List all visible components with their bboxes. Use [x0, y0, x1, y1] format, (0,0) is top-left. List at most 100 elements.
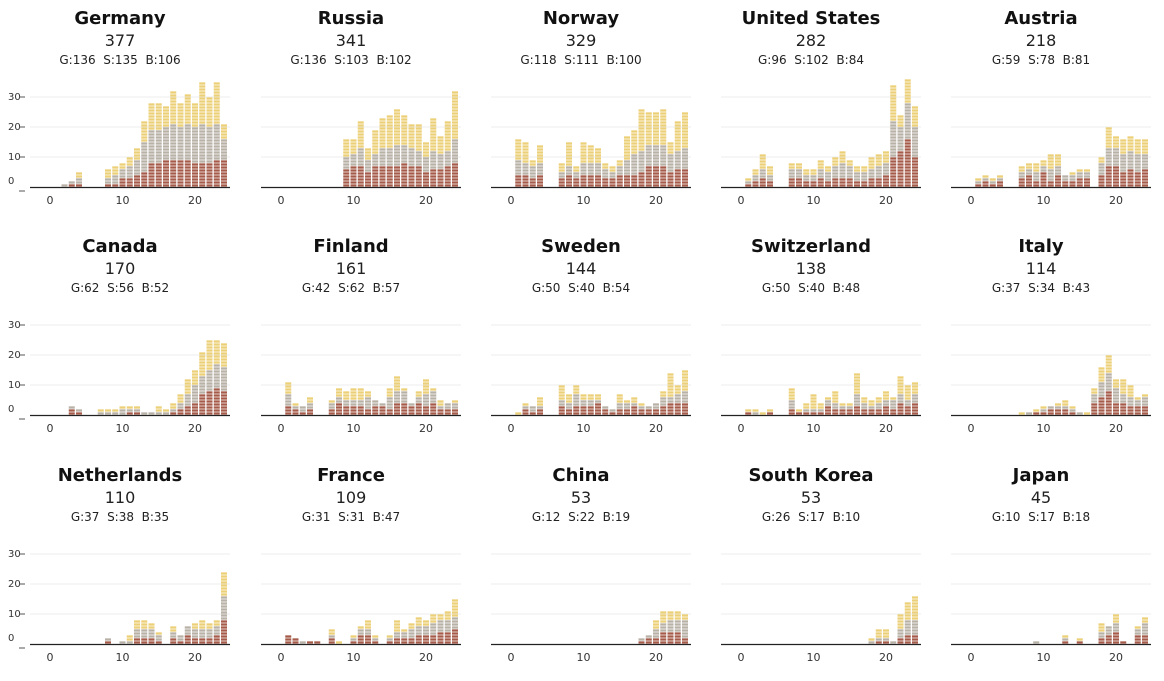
medal-segment-S	[631, 157, 638, 160]
medal-segment-B	[854, 181, 860, 184]
medal-segment-B	[1127, 184, 1134, 187]
medal-segment-G	[163, 115, 169, 118]
medal-segment-G	[759, 160, 766, 163]
medal-segment-G	[184, 94, 191, 97]
medal-segment-G	[897, 379, 904, 382]
medal-segment-S	[148, 133, 155, 136]
medal-segment-G	[682, 139, 688, 142]
medal-segment-G	[515, 154, 522, 157]
medal-segment-G	[912, 617, 918, 620]
medal-segment-G	[444, 148, 451, 151]
medal-segment-G	[653, 133, 659, 136]
medal-segment-G	[631, 151, 638, 154]
medal-segment-B	[653, 175, 659, 178]
medal-segment-S	[875, 172, 882, 175]
medal-segment-G	[408, 127, 415, 130]
medal-segment-S	[452, 160, 458, 163]
medal-segment-B	[573, 184, 580, 187]
medal-segment-S	[1113, 629, 1119, 632]
medal-segment-B	[1142, 181, 1148, 184]
medal-segment-G	[912, 124, 918, 127]
medal-segment-B	[126, 181, 133, 184]
medal-segment-S	[1113, 154, 1119, 157]
medal-segment-B	[401, 175, 408, 178]
medal-segment-B	[221, 172, 227, 175]
medal-segment-B	[883, 406, 889, 409]
medal-segment-B	[401, 409, 408, 412]
medal-segment-G	[1040, 163, 1047, 166]
medal-segment-B	[148, 181, 155, 184]
medal-segment-B	[868, 178, 875, 181]
medal-segment-G	[386, 394, 393, 397]
medal-segment-G	[430, 620, 437, 623]
medal-segment-B	[76, 184, 82, 187]
medal-segment-G	[875, 629, 882, 632]
medal-segment-B	[379, 409, 386, 412]
medal-segment-G	[883, 629, 889, 632]
medal-segment-S	[904, 109, 911, 112]
medal-segment-G	[1120, 385, 1127, 388]
medal-segment-S	[667, 629, 674, 632]
medal-segment-G	[854, 388, 860, 391]
medal-segment-B	[1113, 166, 1119, 169]
medal-segment-G	[386, 124, 393, 127]
medal-segment-B	[1091, 403, 1098, 406]
medal-segment-B	[148, 169, 155, 172]
medal-segment-B	[192, 406, 198, 409]
medal-segment-B	[148, 641, 155, 644]
medal-segment-B	[875, 412, 882, 415]
medal-segment-B	[515, 175, 522, 178]
medal-segment-B	[221, 641, 227, 644]
medal-segment-S	[444, 629, 451, 632]
medal-segment-G	[357, 136, 364, 139]
medal-segment-S	[839, 175, 846, 178]
medal-segment-B	[912, 184, 918, 187]
medal-breakdown: G:59 S:78 B:81	[991, 53, 1091, 67]
medal-segment-S	[832, 406, 839, 409]
medal-segment-B	[357, 181, 364, 184]
medal-segment-S	[177, 154, 184, 157]
medal-segment-G	[1142, 145, 1148, 148]
medal-segment-G	[832, 160, 839, 163]
medal-segment-S	[213, 629, 220, 632]
medal-segment-S	[97, 412, 104, 415]
medal-segment-G	[912, 388, 918, 391]
medal-segment-B	[192, 175, 198, 178]
medal-segment-G	[890, 97, 897, 100]
medal-segment-G	[1134, 142, 1141, 145]
medal-segment-G	[912, 118, 918, 121]
medal-segment-G	[184, 97, 191, 100]
medal-segment-G	[386, 115, 393, 118]
medal-segment-G	[1091, 388, 1098, 391]
medal-segment-G	[832, 163, 839, 166]
medal-segment-B	[912, 163, 918, 166]
medal-segment-G	[904, 79, 911, 82]
medal-segment-G	[904, 100, 911, 103]
medal-segment-G	[1098, 367, 1105, 370]
medal-segment-S	[890, 151, 897, 154]
medal-segment-S	[897, 139, 904, 142]
x-tick-label: 20	[1109, 651, 1123, 664]
medal-segment-S	[148, 635, 155, 638]
medal-segment-S	[566, 403, 572, 406]
medal-segment-G	[148, 112, 155, 115]
medal-segment-B	[653, 412, 659, 415]
medal-segment-S	[1098, 635, 1105, 638]
medal-segment-G	[759, 163, 766, 166]
medal-segment-S	[372, 400, 379, 403]
medal-segment-B	[292, 638, 299, 641]
medal-segment-B	[379, 412, 386, 415]
medal-segment-B	[1098, 412, 1105, 415]
medal-segment-G	[638, 403, 645, 406]
medal-segment-G	[904, 85, 911, 88]
medal-segment-G	[616, 163, 623, 166]
medal-segment-G	[350, 142, 357, 145]
medal-segment-B	[912, 641, 918, 644]
medal-segment-S	[653, 154, 659, 157]
medal-segment-S	[660, 629, 667, 632]
medal-segment-S	[379, 160, 386, 163]
medal-segment-S	[221, 151, 227, 154]
medal-segment-B	[667, 184, 674, 187]
medal-segment-G	[430, 124, 437, 127]
medal-segment-B	[645, 178, 652, 181]
